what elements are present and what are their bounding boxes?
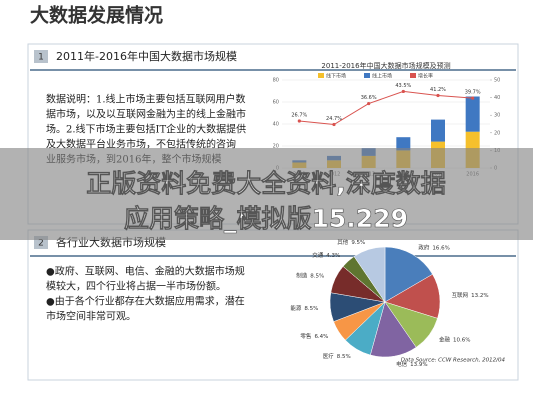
pie-value: 16.6%: [432, 245, 449, 251]
y-tick-label: 40: [273, 122, 279, 128]
legend-swatch: [364, 73, 370, 78]
paragraph-line: 及大数据平台业务市场，不包括传统的咨询: [46, 138, 236, 151]
pie-value: 13.9%: [410, 362, 427, 368]
pie-value: 10.6%: [453, 337, 470, 343]
data-label: 43.5%: [395, 83, 411, 89]
source-note: Data Source: CCW Research, 2012/04: [401, 358, 506, 364]
pie-category: 能源: [290, 304, 302, 312]
pie-value: 8.5%: [304, 306, 318, 312]
paragraph-line: 场。2.线下市场主要包括IT企业的大数据提供: [46, 123, 246, 136]
pie-value: 8.5%: [310, 273, 324, 279]
pie-category: 互联网: [452, 290, 469, 298]
line-point: [297, 119, 301, 123]
y2-tick-label: 40: [494, 95, 500, 101]
pie-category: 金融: [439, 335, 451, 343]
pie-label: 医疗 8.5%: [323, 352, 351, 360]
legend-label: 线下市场: [326, 73, 346, 80]
data-label: 36.6%: [361, 95, 377, 101]
data-label: 41.2%: [430, 87, 446, 93]
section-number-box: [34, 50, 48, 63]
pie-label: 能源 8.5%: [290, 304, 318, 312]
pie-label: 政府 16.6%: [418, 243, 450, 251]
section-number: 2: [38, 239, 44, 249]
pie-category: 政府: [418, 243, 430, 251]
line-point: [332, 122, 336, 127]
pie-label: 制造 8.5%: [296, 271, 324, 279]
paragraph-line: 据市场，以及以互联网金融为主的线上金融市: [46, 108, 246, 121]
pie-category: 电信: [396, 360, 408, 368]
pie-value: 13.2%: [471, 292, 488, 298]
legend-label: 增长率: [418, 73, 433, 80]
line-point: [367, 101, 371, 106]
legend-swatch: [410, 73, 416, 78]
paragraph-line: 市场空间非常可观。: [46, 310, 136, 323]
pie-label: 其他 9.5%: [337, 237, 365, 245]
legend-label: 线上市场: [372, 73, 392, 80]
pie-category: 其他: [337, 237, 349, 245]
bar: [396, 137, 411, 151]
data-label: 26.7%: [291, 113, 307, 119]
pie-label: 互联网 13.2%: [452, 290, 489, 298]
pie-category: 零售: [300, 331, 311, 339]
y-tick-label: 20: [273, 144, 279, 150]
paragraph-line: 模较大，四个行业将占据一半市场份额。: [46, 280, 226, 293]
pie-label: 零售 6.4%: [300, 331, 328, 339]
y-tick-label: 80: [273, 78, 279, 84]
pie-label: 电信 13.9%: [396, 360, 428, 368]
pie-value: 6.4%: [314, 333, 328, 339]
bar: [431, 119, 445, 142]
pie-category: 交通: [312, 251, 324, 259]
page-title: 大数据发展情况: [30, 4, 163, 27]
pie-slice: [353, 246, 386, 303]
line-point: [401, 89, 405, 94]
pie-value: 9.5%: [351, 239, 365, 245]
y2-tick-label: 20: [494, 130, 500, 136]
section-heading: 2011年-2016年中国大数据市场规模: [56, 49, 237, 63]
pie-slice: [384, 246, 433, 303]
pie-category: 医疗: [323, 352, 335, 360]
line-point: [436, 93, 440, 98]
bar: [465, 96, 480, 132]
banner-text: 应用策略_模拟版15.229: [124, 204, 408, 233]
pie-label: 金融 10.6%: [439, 335, 471, 343]
pie-category: 制造: [296, 271, 308, 279]
paragraph-line: 数据说明：1.线上市场主要包括互联网用户数: [46, 93, 246, 106]
y2-tick-label: 30: [494, 113, 500, 119]
paragraph-line: ●由于各个行业都存在大数据应用需求，潜在: [46, 295, 245, 308]
chart-title: 2011-2016年中国大数据市场规模及预测: [321, 61, 450, 70]
line-point: [471, 96, 475, 100]
pie-label: 交通 4.3%: [312, 251, 340, 259]
pie-value: 8.5%: [337, 354, 351, 360]
line: [299, 90, 473, 126]
y2-tick-label: 50: [494, 78, 500, 84]
section-number: 1: [38, 53, 44, 63]
paragraph-line: ●政府、互联网、电信、金融的大数据市场规: [46, 265, 245, 278]
data-label: 39.7%: [465, 90, 481, 96]
banner-text: 正版资料免费大全资料,深度数据: [86, 169, 446, 198]
pie-value: 4.3%: [326, 253, 340, 259]
banner-band: [0, 148, 533, 240]
y-tick-label: 60: [273, 100, 279, 106]
data-label: 24.7%: [326, 116, 342, 122]
legend-swatch: [318, 73, 324, 78]
